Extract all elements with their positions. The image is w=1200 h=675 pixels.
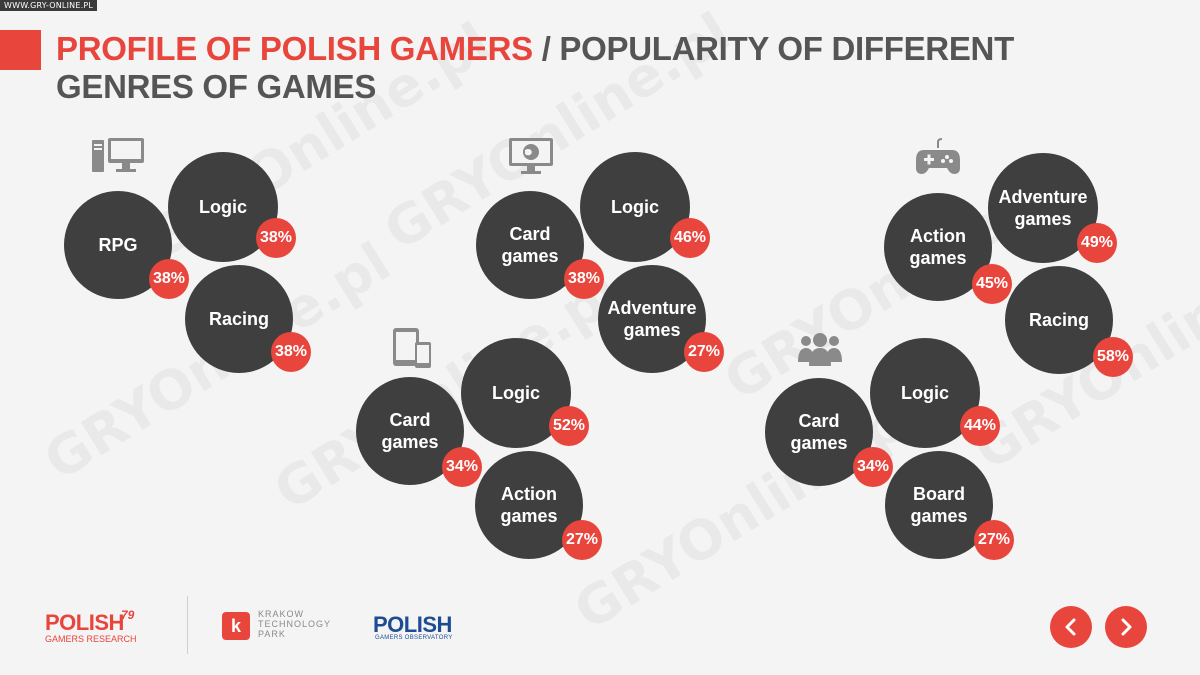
- percent-badge: 46%: [670, 218, 710, 258]
- watermark: GRYOnline.pl: [563, 380, 931, 642]
- chevron-right-icon: [1121, 618, 1132, 636]
- percent-badge: 58%: [1093, 337, 1133, 377]
- percent-badge: 34%: [442, 447, 482, 487]
- krakow-technology-park-logo: k KRAKOW TECHNOLOGY PARK: [222, 604, 352, 652]
- prev-slide-button[interactable]: [1050, 606, 1092, 648]
- chevron-left-icon: [1065, 618, 1076, 636]
- percent-badge: 27%: [562, 520, 602, 560]
- source-label: WWW.GRY-ONLINE.PL: [0, 0, 98, 11]
- title-highlight: PROFILE OF POLISH GAMERS: [56, 30, 533, 67]
- percent-badge: 38%: [256, 218, 296, 258]
- title-rest: / POPULARITY OF DIFFERENT GENRES OF GAME…: [56, 30, 1014, 105]
- percent-badge: 34%: [853, 447, 893, 487]
- percent-badge: 38%: [149, 259, 189, 299]
- footer-divider: [187, 596, 188, 654]
- desktop-computer-icon: [92, 138, 144, 179]
- percent-badge: 38%: [271, 332, 311, 372]
- percent-badge: 44%: [960, 406, 1000, 446]
- page-title: PROFILE OF POLISH GAMERS / POPULARITY OF…: [56, 30, 1136, 106]
- tablet-phone-icon: [393, 328, 433, 373]
- percent-badge: 49%: [1077, 223, 1117, 263]
- gamepad-icon: [916, 138, 960, 181]
- genre-bubble: Adventure games: [988, 153, 1098, 263]
- percent-badge: 27%: [684, 332, 724, 372]
- percent-badge: 52%: [549, 406, 589, 446]
- polish79-logo: POLISH 79 GAMERS RESEARCH: [45, 608, 137, 644]
- percent-badge: 27%: [974, 520, 1014, 560]
- people-group-icon: [796, 332, 844, 371]
- title-accent-bar: [0, 30, 41, 70]
- percent-badge: 38%: [564, 259, 604, 299]
- polish-gamers-observatory-logo: POLISH GAMERS OBSERVATORY: [373, 612, 453, 641]
- browser-monitor-icon: [509, 138, 553, 181]
- next-slide-button[interactable]: [1105, 606, 1147, 648]
- percent-badge: 45%: [972, 264, 1012, 304]
